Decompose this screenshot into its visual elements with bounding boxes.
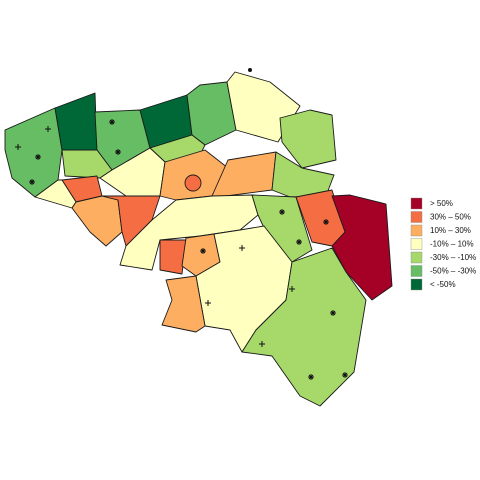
- region: [211, 151, 277, 197]
- legend-swatch: [410, 238, 423, 250]
- legend-label: -30% – -10%: [430, 253, 476, 262]
- region: [241, 247, 367, 407]
- plus-marker: [15, 126, 295, 347]
- region: [159, 239, 187, 275]
- legend-swatch: [410, 265, 423, 277]
- region: [161, 275, 206, 333]
- region: [331, 194, 393, 301]
- legend-label: -10% – 10%: [430, 240, 474, 249]
- region: [119, 194, 259, 271]
- region: [34, 179, 77, 209]
- markers: [15, 68, 348, 380]
- regions: [4, 71, 393, 407]
- legend-swatch: [410, 278, 423, 291]
- legend-label: < -50%: [430, 280, 456, 289]
- legend-swatch: [410, 197, 423, 210]
- legend-swatch: [410, 251, 423, 264]
- region: [54, 92, 98, 151]
- region: [279, 109, 337, 169]
- star-marker: [29, 119, 348, 380]
- region: [184, 174, 202, 192]
- legend-label: -50% – -30%: [430, 267, 476, 276]
- legend-label: > 50%: [430, 199, 453, 208]
- dot-marker: [248, 68, 252, 72]
- legend: > 50% 30% – 50% 10% – 30% -10% – 10% -30% – …: [410, 197, 476, 291]
- region: [71, 195, 123, 247]
- legend-label: 10% – 30%: [430, 226, 471, 235]
- legend-swatch: [410, 224, 423, 237]
- legend-swatch: [410, 211, 423, 223]
- legend-label: 30% – 50%: [430, 213, 471, 222]
